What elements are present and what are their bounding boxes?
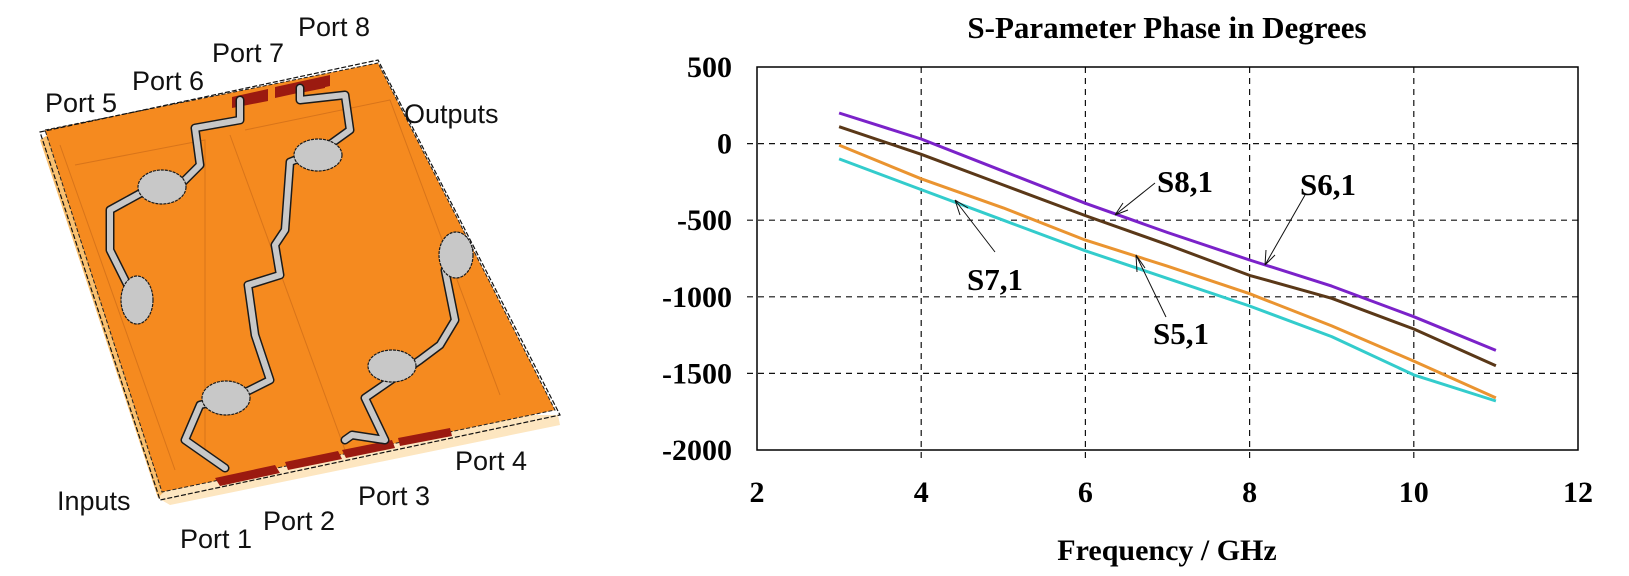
port-pad-1 [215,465,280,486]
y-tick-label: 0 [717,128,732,161]
annotation-s51: S5,1 [1153,316,1209,351]
label-port-7: Port 7 [212,38,284,68]
label-outputs: Outputs [404,99,499,129]
label-port-6: Port 6 [132,66,204,96]
x-tick-label: 8 [1242,476,1257,509]
series-s8-1 [838,125,1497,368]
label-port-3: Port 3 [358,481,430,511]
x-axis-ticks: 2 4 6 8 10 12 [750,476,1594,509]
annotation-s81: S8,1 [1157,164,1213,199]
label-port-4: Port 4 [455,446,527,476]
substrate-bottom-edge [158,415,560,505]
annotation-s71: S7,1 [967,262,1023,297]
phase-chart: S-Parameter Phase in Degrees 500 0 -500 -10… [662,10,1594,567]
x-axis-label: Frequency / GHz [1057,534,1276,567]
y-tick-label: -1500 [662,357,732,390]
y-tick-label: -500 [677,204,732,237]
port-pad-4 [398,428,452,446]
label-port-8: Port 8 [298,12,370,42]
x-tick-label: 6 [1078,476,1093,509]
pad-ellipse [367,349,417,383]
phase-chart-panel: S-Parameter Phase in Degrees 500 0 -500 -10… [600,0,1629,571]
y-tick-label: 500 [687,51,732,84]
arrow-s61 [1264,194,1306,266]
pad-ellipse [120,275,154,325]
annotation-s61: S6,1 [1300,167,1356,202]
y-tick-label: -2000 [662,434,732,467]
port-pad-2 [285,451,342,470]
y-tick-label: -1000 [662,281,732,314]
x-tick-label: 2 [750,476,765,509]
circuit-layout-panel: Port 5 Port 6 Port 7 Port 8 Outputs Inpu… [0,0,600,571]
bounding-box [39,59,561,501]
label-port-5: Port 5 [45,88,117,118]
substrate-inner-lines [59,99,501,471]
series-s7-1 [838,157,1497,403]
chart-title: S-Parameter Phase in Degrees [967,10,1366,45]
pad-ellipse [438,231,474,279]
y-axis-ticks: 500 0 -500 -1000 -1500 -2000 [662,51,732,467]
label-inputs: Inputs [57,486,131,516]
port-pad-3 [342,440,395,458]
annotation-arrows [954,182,1306,318]
plot-frame [756,66,1579,451]
arrow-s81 [1114,182,1156,216]
x-tick-label: 12 [1563,476,1593,509]
series-s5-1 [838,143,1497,400]
x-tick-label: 10 [1399,476,1429,509]
pad-ellipse [137,169,187,205]
pad-ellipse [201,380,251,416]
series-lines [838,111,1497,403]
series-s6-1 [838,111,1497,352]
x-tick-label: 4 [914,476,929,509]
circuit-layout-diagram: Port 5 Port 6 Port 7 Port 8 Outputs Inpu… [39,12,561,554]
label-port-1: Port 1 [180,524,252,554]
label-port-2: Port 2 [263,506,335,536]
arrow-s71 [954,199,996,253]
port-pad-8 [300,79,325,93]
divider-pads [120,138,474,416]
substrate-top [44,62,556,493]
pad-ellipse [293,138,343,172]
arrow-s51 [1135,254,1167,318]
